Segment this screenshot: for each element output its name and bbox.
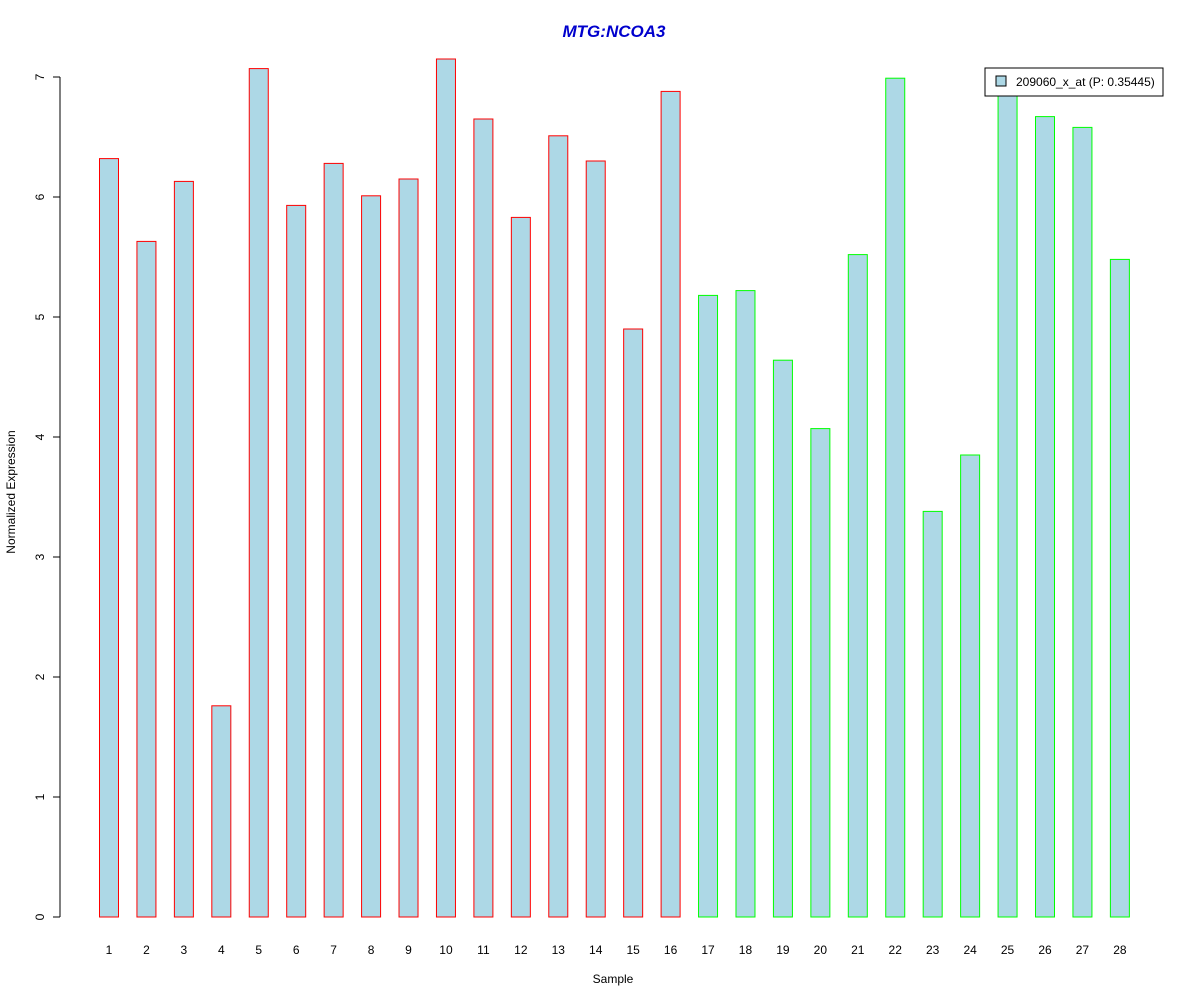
bar (735, 290, 756, 918)
bar (211, 705, 232, 918)
legend-swatch (995, 75, 1007, 87)
bar (1109, 258, 1130, 918)
bar (847, 254, 868, 918)
x-tick-label: 13 (552, 943, 566, 957)
bar (548, 135, 569, 918)
x-tick-label: 1 (106, 943, 113, 957)
bar (810, 428, 831, 918)
y-tick-label: 1 (33, 793, 47, 800)
x-tick-label: 24 (963, 943, 977, 957)
x-tick-label: 8 (368, 943, 375, 957)
y-tick-label: 5 (33, 313, 47, 320)
bar (286, 204, 307, 918)
bar (772, 359, 793, 918)
y-tick-label: 7 (33, 73, 47, 80)
legend: 209060_x_at (P: 0.35445) (984, 67, 1164, 97)
bar (323, 162, 344, 918)
x-tick-label: 17 (701, 943, 715, 957)
bar (1072, 126, 1093, 918)
x-tick-label: 26 (1038, 943, 1052, 957)
legend-label: 209060_x_at (P: 0.35445) (1016, 75, 1155, 89)
x-tick-label: 6 (293, 943, 300, 957)
x-tick-label: 28 (1113, 943, 1127, 957)
x-tick-label: 20 (814, 943, 828, 957)
bar (398, 178, 419, 918)
bar (361, 195, 382, 918)
bar (922, 510, 943, 918)
x-tick-label: 2 (143, 943, 150, 957)
x-tick-label: 22 (889, 943, 903, 957)
x-tick-label: 23 (926, 943, 940, 957)
x-tick-label: 11 (477, 943, 490, 957)
y-axis: 0 1 2 3 4 5 6 7 (33, 73, 61, 920)
x-tick-label: 3 (181, 943, 188, 957)
y-tick-label: 6 (33, 193, 47, 200)
x-tick-label: 27 (1076, 943, 1090, 957)
x-tick-label: 12 (514, 943, 528, 957)
x-tick-label: 18 (739, 943, 753, 957)
y-tick-label: 4 (33, 433, 47, 440)
bar (623, 328, 644, 918)
y-tick-label: 2 (33, 673, 47, 680)
bars (99, 58, 1130, 918)
bar (173, 180, 194, 918)
bar (136, 240, 157, 918)
legend-box (984, 67, 1164, 97)
y-tick-label: 3 (33, 553, 47, 560)
bar (248, 68, 269, 918)
bar (435, 58, 456, 918)
bar (585, 160, 606, 918)
x-tick-label: 25 (1001, 943, 1015, 957)
bar (99, 158, 119, 918)
bar (660, 90, 681, 918)
x-tick-label: 10 (439, 943, 453, 957)
x-tick-label: 5 (255, 943, 262, 957)
y-tick-label: 0 (33, 913, 47, 920)
x-axis-labels: 1 2 3 4 5 6 7 8 9 10 11 12 13 14 15 16 17 18 19 20 21 22 23 24 2… (106, 943, 1127, 957)
x-tick-label: 21 (851, 943, 865, 957)
bar (960, 454, 981, 918)
x-tick-label: 15 (626, 943, 640, 957)
x-tick-label: 9 (405, 943, 412, 957)
bar (698, 294, 719, 918)
bar (1035, 116, 1055, 918)
bar (885, 77, 906, 918)
bar (997, 84, 1018, 918)
bar (473, 118, 494, 918)
chart-title: MTG:NCOA3 (563, 22, 666, 41)
y-axis-title: Normalized Expression (4, 430, 18, 553)
x-tick-label: 4 (218, 943, 225, 957)
x-axis-title: Sample (593, 972, 634, 986)
x-tick-label: 14 (589, 943, 603, 957)
x-tick-label: 16 (664, 943, 678, 957)
x-tick-label: 7 (330, 943, 337, 957)
bar (510, 216, 531, 918)
x-tick-label: 19 (776, 943, 790, 957)
